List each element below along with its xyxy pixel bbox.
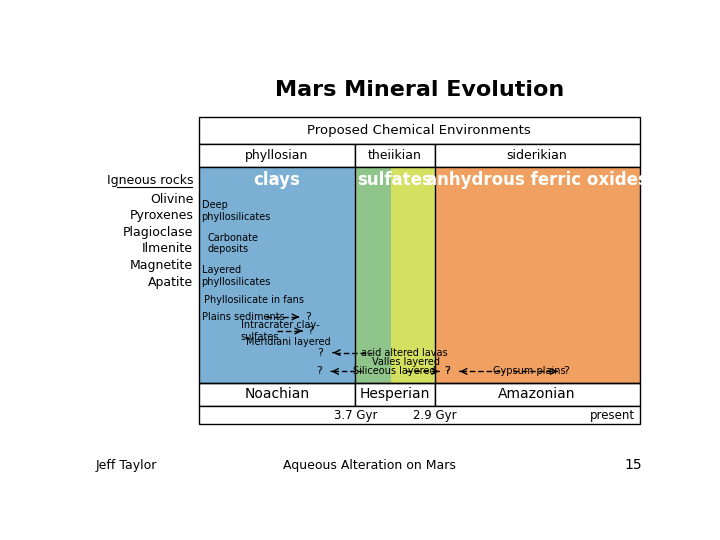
Text: Mars Mineral Evolution: Mars Mineral Evolution xyxy=(274,80,564,100)
Bar xyxy=(435,167,639,383)
Text: ?: ? xyxy=(307,326,313,336)
Text: Hesperian: Hesperian xyxy=(360,387,430,401)
Text: clays: clays xyxy=(253,171,300,190)
Text: siderikian: siderikian xyxy=(507,148,567,162)
Text: Olivine: Olivine xyxy=(150,193,193,206)
Bar xyxy=(199,167,355,383)
Text: phyllosian: phyllosian xyxy=(246,148,309,162)
Bar xyxy=(355,144,435,167)
Text: Layered
phyllosilicates: Layered phyllosilicates xyxy=(202,265,271,287)
Text: Plains sediments: Plains sediments xyxy=(202,312,284,322)
Text: Magnetite: Magnetite xyxy=(130,259,193,272)
Bar xyxy=(199,406,639,424)
Bar xyxy=(199,117,639,144)
Bar xyxy=(355,383,435,406)
Text: Gypsum plains: Gypsum plains xyxy=(493,367,566,376)
Text: ?: ? xyxy=(305,312,311,322)
Text: Aqueous Alteration on Mars: Aqueous Alteration on Mars xyxy=(282,460,456,472)
Bar xyxy=(199,383,355,406)
Text: Ilmenite: Ilmenite xyxy=(143,242,193,255)
Text: ?: ? xyxy=(316,367,322,376)
Bar xyxy=(355,167,391,383)
Text: 3.7 Gyr: 3.7 Gyr xyxy=(333,409,377,422)
Bar xyxy=(391,167,435,383)
Text: Amazonian: Amazonian xyxy=(498,387,576,401)
Text: ?: ? xyxy=(318,348,323,357)
Text: Apatite: Apatite xyxy=(148,276,193,289)
Text: Proposed Chemical Environments: Proposed Chemical Environments xyxy=(307,124,531,137)
Bar xyxy=(435,144,639,167)
Bar xyxy=(199,167,639,383)
Text: Siliceous layered: Siliceous layered xyxy=(353,367,435,376)
Text: anhydrous ferric oxides: anhydrous ferric oxides xyxy=(426,171,648,190)
Text: ?: ? xyxy=(444,367,450,376)
Text: present: present xyxy=(590,409,635,422)
Text: Deep
phyllosilicates: Deep phyllosilicates xyxy=(202,200,271,222)
Bar xyxy=(199,144,355,167)
Text: 2.9 Gyr: 2.9 Gyr xyxy=(413,409,456,422)
Text: sulfates: sulfates xyxy=(358,171,433,190)
Text: Meridiani layered: Meridiani layered xyxy=(246,337,331,347)
Text: Valles layered: Valles layered xyxy=(372,357,440,367)
Text: acid altered lavas: acid altered lavas xyxy=(361,348,448,357)
Text: Carbonate
deposits: Carbonate deposits xyxy=(207,233,258,254)
Text: Plagioclase: Plagioclase xyxy=(123,226,193,239)
Text: ?: ? xyxy=(563,367,569,376)
Text: 15: 15 xyxy=(625,458,642,472)
Bar xyxy=(435,383,639,406)
Text: Jeff Taylor: Jeff Taylor xyxy=(96,460,157,472)
Text: ?: ? xyxy=(444,367,451,376)
Text: Igneous rocks: Igneous rocks xyxy=(107,174,193,187)
Text: Intracrater clay-
sulfates: Intracrater clay- sulfates xyxy=(240,320,319,342)
Text: Pyroxenes: Pyroxenes xyxy=(130,209,193,222)
Text: theiikian: theiikian xyxy=(368,148,422,162)
Text: Noachian: Noachian xyxy=(245,387,310,401)
Text: Phyllosilicate in fans: Phyllosilicate in fans xyxy=(204,295,305,305)
